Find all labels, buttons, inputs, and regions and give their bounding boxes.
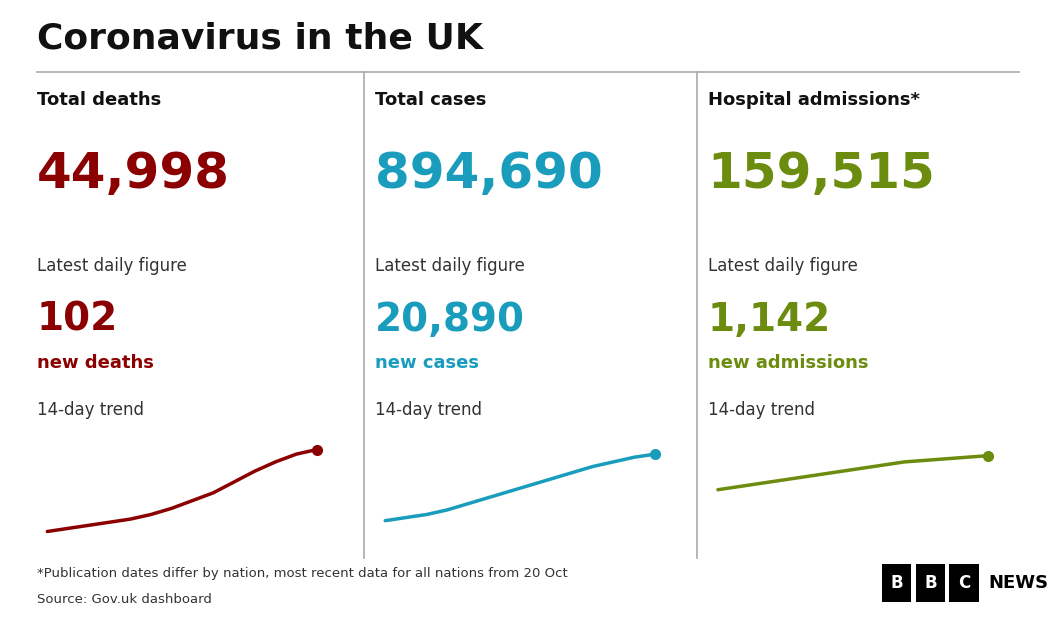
Text: Total deaths: Total deaths <box>37 91 162 109</box>
Text: 1,142: 1,142 <box>708 301 831 339</box>
Text: 159,515: 159,515 <box>708 150 936 199</box>
Text: Coronavirus in the UK: Coronavirus in the UK <box>37 22 483 56</box>
Text: new deaths: new deaths <box>37 354 154 372</box>
Text: 14-day trend: 14-day trend <box>375 401 482 419</box>
Text: C: C <box>958 574 970 592</box>
Text: *Publication dates differ by nation, most recent data for all nations from 20 Oc: *Publication dates differ by nation, mos… <box>37 567 568 581</box>
Text: B: B <box>890 574 903 592</box>
Text: 894,690: 894,690 <box>375 150 603 199</box>
Text: Latest daily figure: Latest daily figure <box>37 257 187 275</box>
Text: 44,998: 44,998 <box>37 150 230 199</box>
Text: Latest daily figure: Latest daily figure <box>375 257 525 275</box>
Text: 102: 102 <box>37 301 118 339</box>
Text: Total cases: Total cases <box>375 91 486 109</box>
Text: new cases: new cases <box>375 354 478 372</box>
Text: NEWS: NEWS <box>988 574 1049 592</box>
Text: Hospital admissions*: Hospital admissions* <box>708 91 920 109</box>
Text: B: B <box>924 574 937 592</box>
Text: new admissions: new admissions <box>708 354 868 372</box>
Text: Source: Gov.uk dashboard: Source: Gov.uk dashboard <box>37 593 212 606</box>
Text: 14-day trend: 14-day trend <box>37 401 144 419</box>
Text: 20,890: 20,890 <box>375 301 525 339</box>
Text: 14-day trend: 14-day trend <box>708 401 814 419</box>
Text: Latest daily figure: Latest daily figure <box>708 257 857 275</box>
